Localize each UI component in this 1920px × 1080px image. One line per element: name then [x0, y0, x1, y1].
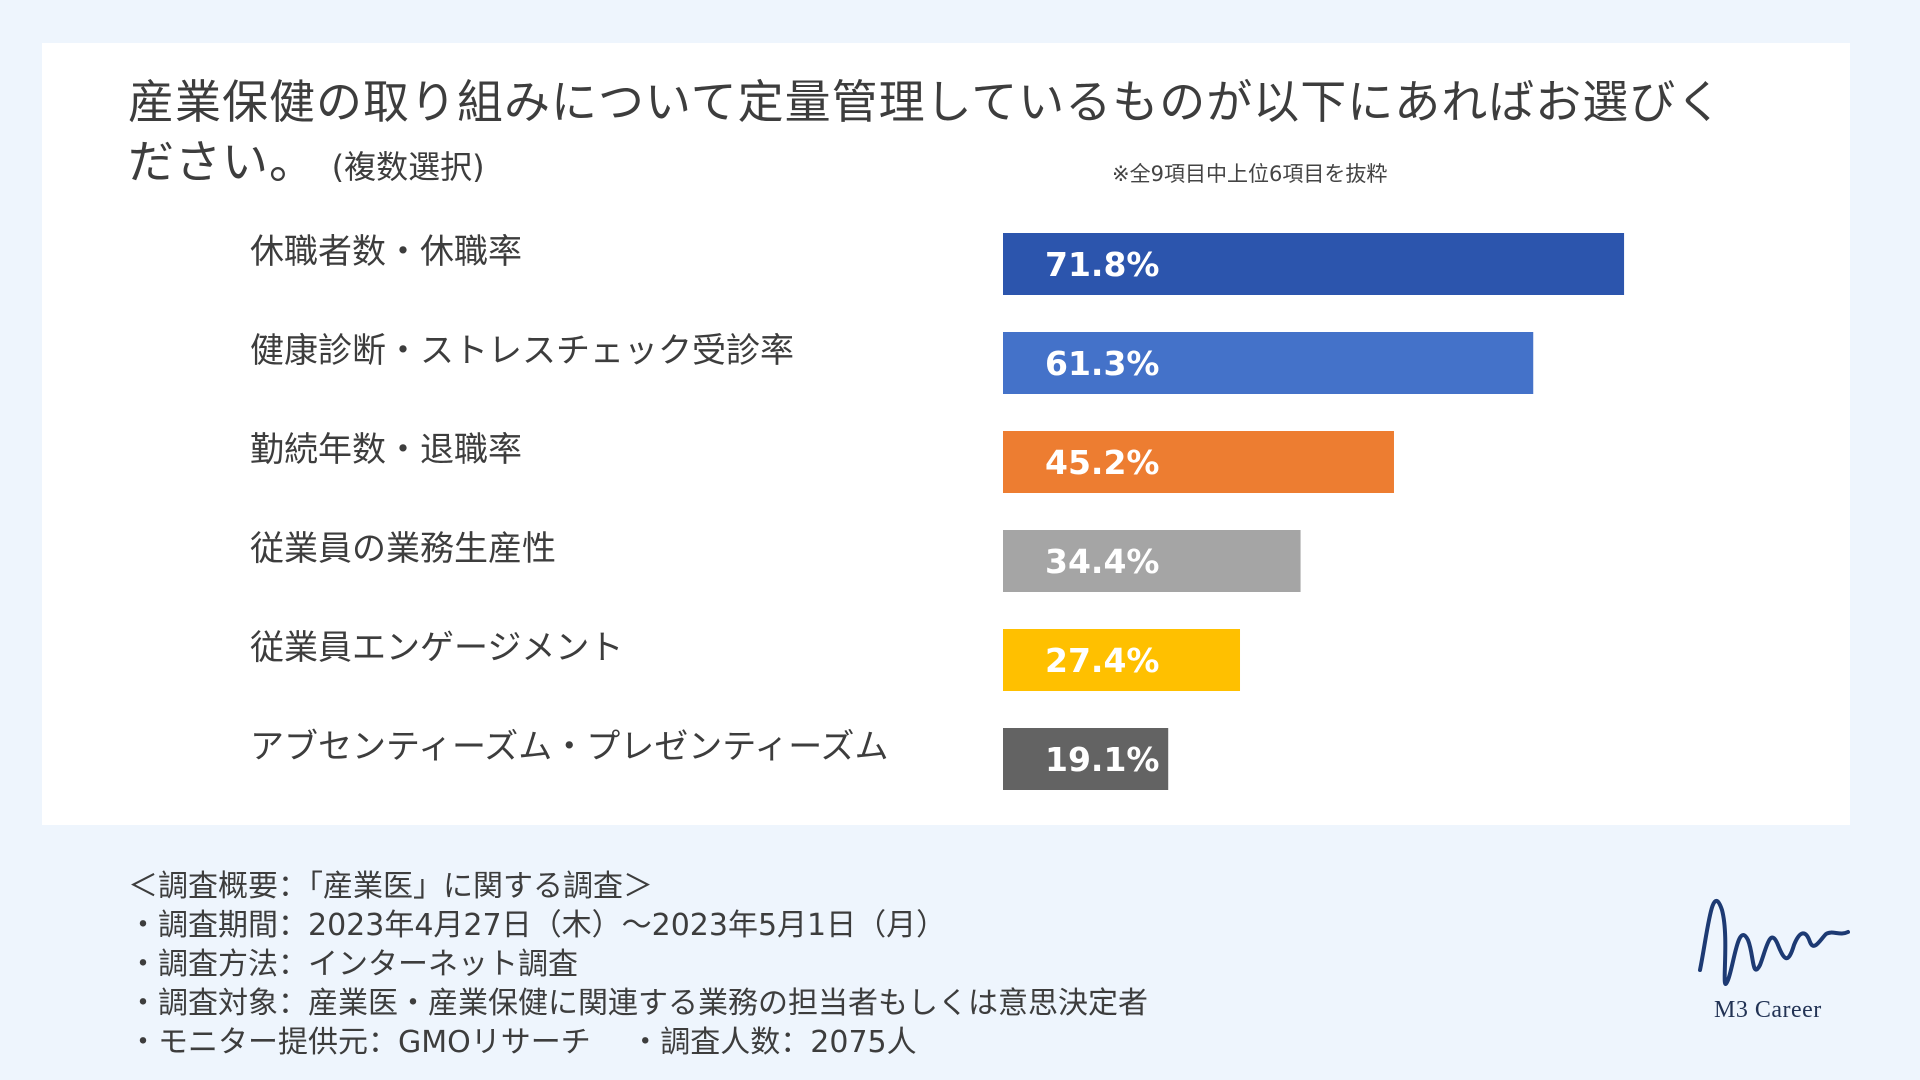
value-label: 61.3% — [1045, 344, 1160, 383]
value-label: 27.4% — [1045, 641, 1160, 680]
category-label: 健康診断・ストレスチェック受診率 — [250, 331, 794, 371]
bar — [1003, 530, 1301, 592]
value-label: 19.1% — [1045, 740, 1160, 779]
logo-text: M3 Career — [1714, 997, 1822, 1023]
category-label: アブセンティーズム・プレゼンティーズム — [250, 727, 889, 767]
survey-line: ・調査対象：産業医・産業保健に関連する業務の担当者もしくは意思決定者 — [128, 986, 1148, 1021]
value-label: 34.4% — [1045, 542, 1160, 581]
survey-line: ・調査方法：インターネット調査 — [128, 947, 578, 982]
category-label: 従業員の業務生産性 — [250, 529, 556, 569]
bar — [1003, 233, 1625, 295]
value-label: 45.2% — [1045, 443, 1160, 482]
category-label: 従業員エンゲージメント — [250, 628, 623, 668]
value-label: 71.8% — [1045, 245, 1160, 284]
survey-summary: ＜調査概要：「産業医」に関する調査＞ ・調査期間：2023年4月27日（木）〜2… — [128, 867, 1148, 1062]
m3-career-logo-icon — [1698, 899, 1850, 986]
title-main: 産業保健の取り組みについて定量管理しているものが以下にあればお選びください。 — [128, 75, 1724, 189]
bar — [1003, 728, 1169, 790]
title-sub: (複数選択) — [331, 148, 485, 186]
bar — [1003, 431, 1394, 493]
bar — [1003, 629, 1241, 691]
category-label: 休職者数・休職率 — [250, 232, 522, 272]
survey-line: ・調査期間：2023年4月27日（木）〜2023年5月1日（月） — [128, 908, 947, 943]
excerpt-note: ※全9項目中上位6項目を抜粋 — [1112, 162, 1388, 186]
survey-line: ・モニター提供元：GMOリサーチ ・調査人数：2075人 — [128, 1025, 917, 1060]
bar-chart: 休職者数・休職率 71.8% 健康診断・ストレスチェック受診率 61.3% 勤続年数・退… — [250, 232, 1625, 790]
survey-heading: ＜調査概要：「産業医」に関する調査＞ — [128, 869, 653, 904]
chart-title: 産業保健の取り組みについて定量管理しているものが以下にあればお選びください。 (… — [128, 72, 1728, 197]
category-label: 勤続年数・退職率 — [250, 430, 522, 470]
chart-panel — [42, 43, 1850, 825]
bar — [1003, 332, 1534, 394]
